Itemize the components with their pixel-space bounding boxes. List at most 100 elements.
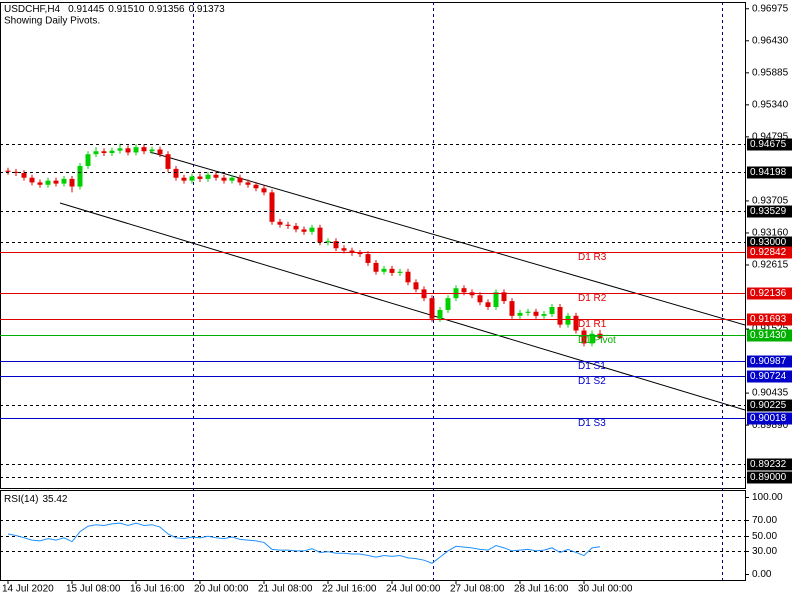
level-price-box [747,138,792,151]
x-tick-label: 16 Jul 16:00 [130,584,185,595]
candle-body [237,177,243,183]
level-price-label: 0.92136 [750,288,787,299]
level-name: D1 Pivot [578,335,616,346]
candle-body [589,333,595,344]
y-tick-label: 100.00 [752,492,783,503]
candle-body [373,262,379,272]
x-tick-label: 28 Jul 16:00 [514,584,569,595]
candle-body [333,241,339,249]
y-tick-label: 0.95340 [752,99,789,110]
level-price-label: 0.92842 [750,247,787,258]
x-tick-label: 24 Jul 00:00 [386,584,441,595]
candle-body [125,148,131,153]
candle-body [413,282,419,290]
candle-body [317,227,323,243]
level-price-box [747,355,792,368]
candle-body [285,224,291,226]
candle-body [117,148,123,151]
candle-body [557,306,563,325]
candle-body [293,225,299,230]
candle-body [253,184,259,189]
candle-body [389,268,395,273]
candle-body [93,151,99,155]
symbol: USDCHF,H4 [4,4,61,15]
candle-body [157,149,163,155]
rsi-title: RSI(14) 35.42 [4,494,68,505]
y-tick-label: 0.92615 [752,260,789,271]
candle-body [573,315,579,331]
y-tick-label: 0.89890 [752,420,789,431]
x-tick-label: 14 Jul 2020 [2,584,54,595]
candle-body [381,268,387,272]
x-tick-label: 21 Jul 08:00 [258,584,313,595]
y-tick-label: 30.00 [752,546,777,557]
level-price-label: 0.90724 [750,371,787,382]
candle-body [5,170,11,172]
candle-body [461,288,467,293]
rsi-line [7,522,601,564]
level-price-label: 0.89232 [750,459,787,470]
candle-body [533,311,539,316]
y-tick-label: 0.91525 [752,324,789,335]
level-price-box [747,313,792,326]
candle-body [309,227,315,232]
candle-body [45,180,51,185]
candle-body [445,298,451,310]
candle-body [85,154,91,166]
candle-body [477,295,483,303]
candle-body [181,177,187,181]
level-price-box [747,412,792,425]
candle-body [357,252,363,255]
candle-body [325,241,331,243]
level-price-label: 0.93529 [750,206,787,217]
candle-body [245,182,251,185]
level-name: D1 R1 [578,319,607,330]
candle-body [349,250,355,253]
candle-body [149,149,155,152]
y-tick-label: 0.96430 [752,35,789,46]
candle-body [397,271,403,273]
candle-body [53,180,59,184]
level-price-box [747,329,792,342]
x-tick-label: 15 Jul 08:00 [66,584,121,595]
candle-body [197,176,203,179]
candle-body [493,292,499,307]
price-panel-frame [0,2,746,489]
candle-body [437,309,443,319]
level-price-label: 0.90225 [750,400,787,411]
candle-body [429,298,435,319]
candle-body [37,182,43,185]
candle-body [517,312,523,316]
level-price-box [747,471,792,484]
level-price-box [747,399,792,412]
channel-upper-line [149,151,745,326]
level-price-label: 0.91693 [750,314,787,325]
candle-body [501,292,507,302]
candle-body [509,301,515,316]
level-name: D1 S3 [578,418,606,429]
candle-body [525,311,531,313]
level-price-box [747,205,792,218]
level-price-label: 0.90987 [750,356,787,367]
candle-body [141,147,147,152]
candle-body [405,271,411,283]
candle-body [565,315,571,325]
y-tick-label: 70.00 [752,515,777,526]
quote-value: 0.91445 [68,4,105,15]
level-price-label: 0.94198 [750,167,787,178]
level-price-box [747,166,792,179]
channel-lower-line [59,202,745,411]
y-tick-label: 0.94795 [752,132,789,143]
level-name: D1 S1 [578,361,606,372]
candle-body [341,248,347,251]
y-tick-label: 0.96975 [752,3,789,14]
level-price-label: 0.91430 [750,330,787,341]
candle-body [173,168,179,178]
candle-body [221,177,227,181]
candle-body [581,330,587,344]
channel [59,151,745,411]
level-price-box [747,287,792,300]
y-tick-label: 0.00 [752,569,772,580]
